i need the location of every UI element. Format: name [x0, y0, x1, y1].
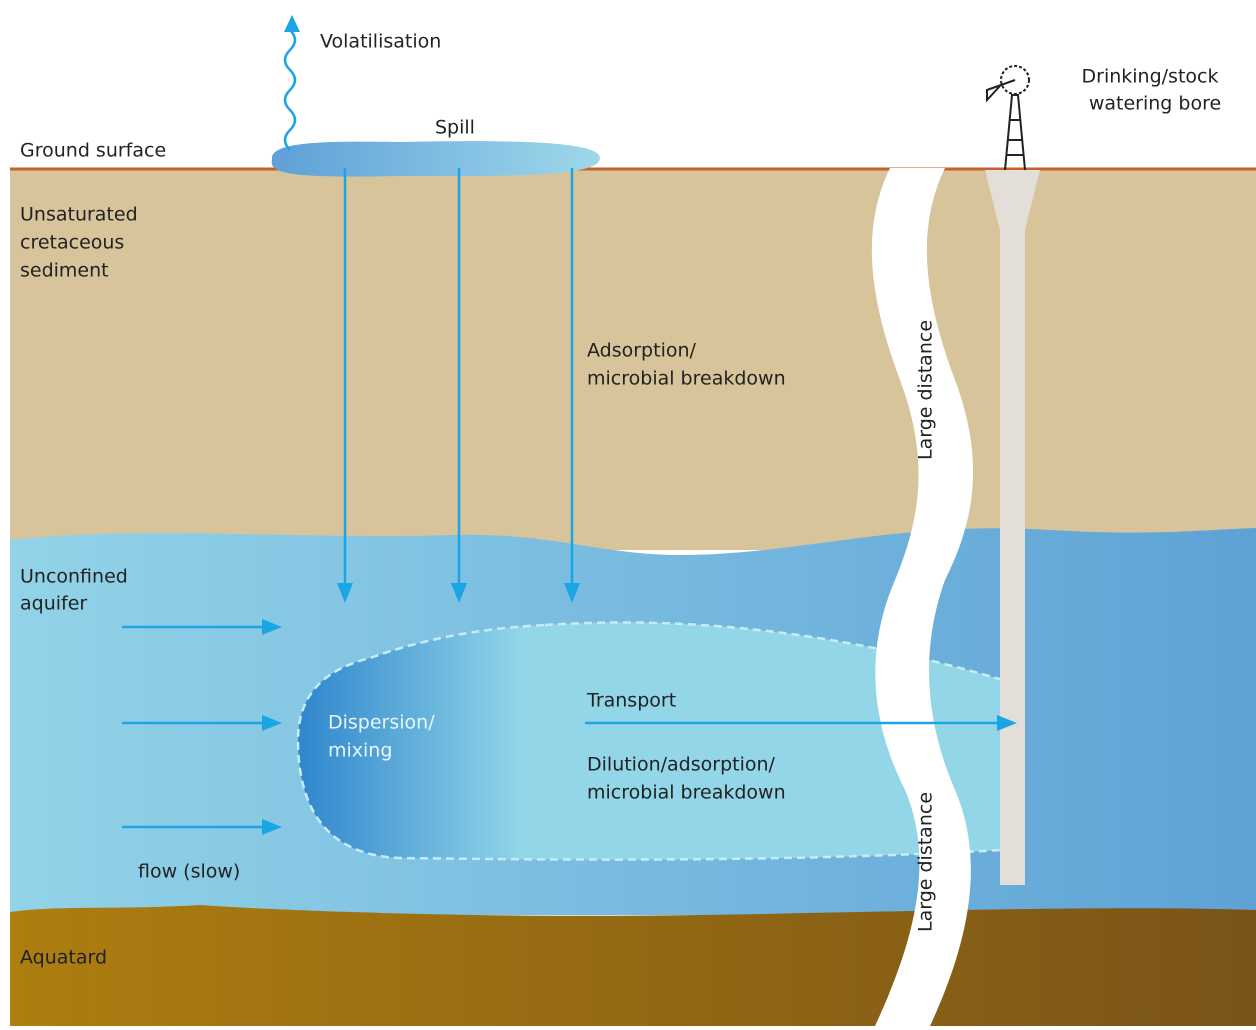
diagram: Volatilisation Spill Ground surface Unsa… [0, 0, 1256, 1026]
label: watering bore [1089, 93, 1221, 115]
label: Dispersion/ [328, 712, 435, 734]
label: Large distance [915, 320, 937, 460]
aquatard-layer [10, 905, 1256, 1026]
label: Adsorption/ [587, 340, 697, 362]
label: microbial breakdown [587, 782, 786, 804]
label: flow (slow) [138, 861, 240, 883]
volatilisation-arrow [285, 25, 295, 150]
label: Volatilisation [320, 31, 441, 53]
arrow-head [284, 15, 300, 32]
label: Unconfined [20, 566, 128, 588]
label: mixing [328, 740, 392, 762]
label: Ground surface [20, 140, 166, 162]
label: Spill [435, 117, 475, 139]
label: Unsaturated [20, 204, 138, 226]
label: microbial breakdown [587, 368, 786, 390]
label: Large distance [915, 792, 937, 932]
label: Dilution/adsorption/ [587, 754, 776, 776]
label: aquifer [20, 593, 87, 615]
label: Transport [586, 690, 676, 712]
windmill [987, 66, 1029, 170]
page: Volatilisation Spill Ground surface Unsa… [0, 0, 1256, 1026]
label: Drinking/stock [1082, 66, 1219, 88]
label: cretaceous [20, 232, 124, 254]
label: sediment [20, 260, 109, 282]
label: Aquatard [20, 947, 107, 969]
spill [272, 141, 600, 176]
